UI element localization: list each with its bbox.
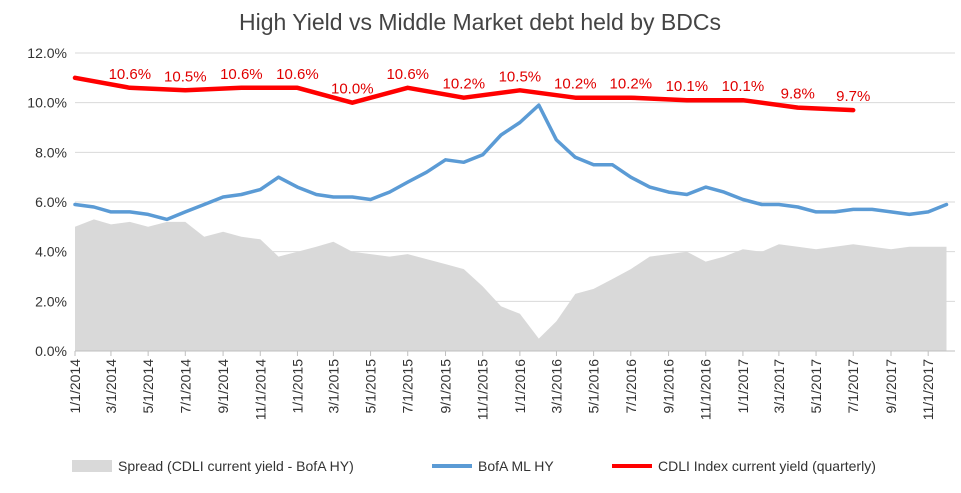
data-label: 10.6%: [109, 66, 152, 83]
x-tick-label: 11/1/2015: [475, 359, 491, 420]
x-tick-label: 1/1/2014: [67, 359, 83, 414]
data-label: 9.7%: [836, 88, 870, 105]
spread-area-layer: [75, 219, 947, 351]
data-label: 10.6%: [276, 66, 319, 83]
y-tick-label: 8.0%: [35, 144, 67, 160]
legend-label: CDLI Index current yield (quarterly): [658, 458, 876, 474]
data-label: 10.2%: [443, 76, 486, 93]
data-label: 10.1%: [666, 78, 709, 95]
data-label: 10.5%: [164, 68, 207, 85]
data-label: 10.5%: [499, 68, 542, 85]
y-tick-label: 12.0%: [27, 45, 67, 61]
x-tick-label: 7/1/2017: [845, 359, 861, 414]
x-tick-label: 9/1/2014: [215, 359, 231, 414]
x-tick-label: 3/1/2017: [771, 359, 787, 414]
data-label: 10.0%: [331, 81, 374, 98]
legend: Spread (CDLI current yield - BofA HY) Bof…: [72, 458, 876, 474]
x-tick-label: 7/1/2016: [623, 359, 639, 414]
x-tick-label: 11/1/2017: [920, 359, 936, 420]
legend-label: Spread (CDLI current yield - BofA HY): [118, 458, 354, 474]
data-label: 10.6%: [386, 66, 429, 83]
x-tick-label: 5/1/2015: [363, 359, 379, 414]
bofa-hy-line: [73, 103, 949, 222]
x-tick-label: 9/1/2015: [438, 359, 454, 414]
x-tick-label: 1/1/2016: [512, 359, 528, 414]
chart-title: High Yield vs Middle Market debt held by…: [239, 9, 721, 35]
cdli-yield-line: [72, 75, 856, 113]
x-tick-label: 7/1/2014: [177, 359, 193, 414]
spread-area: [75, 219, 947, 351]
axes: 0.0% 2.0% 4.0% 6.0% 8.0% 10.0% 12.0% 1/1/2014 3/…: [27, 45, 955, 420]
y-tick-label: 0.0%: [35, 343, 67, 359]
x-tick-label: 1/1/2017: [735, 359, 751, 414]
y-tick-label: 4.0%: [35, 244, 67, 260]
legend-label: BofA ML HY: [478, 458, 554, 474]
x-tick-label: 1/1/2015: [289, 359, 305, 414]
data-label: 10.2%: [610, 76, 653, 93]
data-label: 10.2%: [554, 76, 597, 93]
x-tick-label: 11/1/2016: [698, 359, 714, 420]
data-label: 10.6%: [220, 66, 263, 83]
x-tick-label: 5/1/2017: [808, 359, 824, 414]
x-tick-label: 3/1/2016: [548, 359, 564, 414]
x-tick-label: 7/1/2015: [400, 359, 416, 414]
legend-swatch: [72, 460, 112, 472]
x-tick-label: 3/1/2014: [103, 359, 119, 414]
x-tick-label: 11/1/2014: [252, 359, 268, 420]
y-tick-label: 2.0%: [35, 293, 67, 309]
data-label: 9.8%: [781, 86, 815, 103]
x-tick-label: 9/1/2017: [883, 359, 899, 414]
y-tick-label: 10.0%: [27, 95, 67, 111]
y-tick-label: 6.0%: [35, 194, 67, 210]
data-labels: 10.6% 10.5% 10.6% 10.6% 10.0% 10.6% 10.2% 10.5%…: [109, 66, 871, 105]
data-label: 10.1%: [722, 78, 765, 95]
x-tick-label: 5/1/2014: [140, 359, 156, 414]
x-tick-label: 5/1/2016: [586, 359, 602, 414]
series-lines-layer: [72, 75, 949, 222]
x-tick-label: 3/1/2015: [325, 359, 341, 414]
x-tick-label: 9/1/2016: [661, 359, 677, 414]
